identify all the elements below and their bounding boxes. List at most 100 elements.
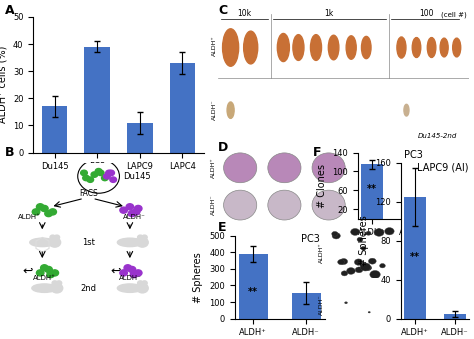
Bar [444, 314, 466, 319]
Circle shape [51, 283, 63, 293]
Circle shape [128, 211, 136, 217]
Circle shape [357, 237, 363, 242]
Circle shape [83, 175, 90, 181]
Ellipse shape [30, 238, 55, 247]
Text: FACS: FACS [79, 189, 98, 198]
Circle shape [120, 270, 128, 276]
Circle shape [36, 204, 44, 210]
Ellipse shape [32, 284, 57, 292]
Text: Du145: Du145 [124, 172, 151, 181]
Circle shape [41, 265, 48, 271]
Circle shape [52, 281, 57, 285]
Circle shape [97, 170, 104, 176]
Circle shape [49, 209, 56, 215]
Circle shape [340, 259, 347, 264]
Bar [42, 106, 67, 153]
Circle shape [293, 35, 304, 60]
Circle shape [47, 272, 55, 278]
Y-axis label: # Spheres: # Spheres [193, 252, 203, 302]
Text: **: ** [367, 183, 377, 194]
Circle shape [368, 258, 376, 264]
Text: ALDH⁻: ALDH⁻ [319, 295, 324, 315]
Text: PC3: PC3 [404, 150, 423, 160]
Circle shape [344, 302, 348, 304]
Circle shape [380, 263, 385, 268]
Circle shape [397, 37, 406, 58]
Text: ALDH⁻: ALDH⁻ [118, 275, 141, 281]
Text: 10k: 10k [237, 9, 252, 19]
Circle shape [49, 238, 61, 247]
Text: (cell #): (cell #) [441, 12, 467, 18]
Circle shape [41, 205, 48, 212]
Circle shape [137, 283, 148, 293]
Circle shape [453, 38, 461, 57]
Text: ALDH⁻: ALDH⁻ [123, 214, 146, 220]
Circle shape [332, 233, 340, 239]
Circle shape [244, 31, 258, 64]
Circle shape [366, 266, 372, 270]
Text: ALDH⁺: ALDH⁺ [319, 242, 324, 263]
Circle shape [366, 231, 371, 235]
Ellipse shape [224, 153, 257, 183]
Text: D: D [218, 141, 228, 154]
Circle shape [130, 272, 138, 278]
Circle shape [142, 281, 147, 285]
Text: ALDH⁺: ALDH⁺ [18, 214, 41, 220]
Text: 100: 100 [419, 9, 434, 19]
Y-axis label: ALDH⁺ cells (%): ALDH⁺ cells (%) [0, 46, 7, 123]
Circle shape [54, 235, 60, 240]
Circle shape [360, 263, 371, 271]
Circle shape [385, 227, 394, 235]
Text: ALDH⁻: ALDH⁻ [211, 195, 216, 215]
Text: **: ** [248, 287, 258, 297]
Bar [239, 254, 268, 319]
Text: 1k: 1k [324, 9, 333, 19]
Bar [127, 123, 153, 153]
Bar [404, 197, 426, 319]
Text: ALDH⁻: ALDH⁻ [212, 100, 217, 120]
Circle shape [277, 34, 290, 62]
Circle shape [36, 270, 44, 276]
Text: C: C [218, 4, 227, 17]
Text: PC3: PC3 [301, 234, 320, 244]
Circle shape [135, 205, 142, 212]
Text: ALDH⁺: ALDH⁺ [211, 158, 216, 178]
Circle shape [137, 238, 148, 247]
Text: ↩: ↩ [22, 264, 33, 277]
Bar [361, 164, 383, 219]
Circle shape [355, 267, 363, 273]
Circle shape [124, 265, 132, 271]
Circle shape [45, 266, 52, 273]
Circle shape [132, 209, 140, 215]
Y-axis label: # Clones: # Clones [317, 164, 327, 207]
Circle shape [310, 35, 321, 60]
Circle shape [337, 259, 345, 265]
Bar [84, 47, 110, 153]
Circle shape [351, 228, 360, 235]
Circle shape [374, 228, 384, 236]
Circle shape [223, 29, 238, 66]
Ellipse shape [312, 190, 345, 220]
Text: E: E [218, 221, 227, 234]
Circle shape [128, 266, 136, 273]
Circle shape [346, 36, 356, 59]
Circle shape [366, 266, 371, 271]
Ellipse shape [224, 190, 257, 220]
Circle shape [50, 235, 55, 240]
Circle shape [361, 246, 366, 250]
Text: Du145-2nd: Du145-2nd [417, 133, 456, 139]
Circle shape [135, 270, 142, 276]
Text: ⬡: ⬡ [34, 236, 51, 255]
Ellipse shape [118, 238, 142, 247]
Circle shape [328, 35, 339, 60]
Circle shape [346, 267, 356, 274]
Circle shape [110, 177, 117, 182]
Ellipse shape [312, 153, 345, 183]
Circle shape [95, 168, 102, 174]
Ellipse shape [268, 153, 301, 183]
Circle shape [108, 170, 114, 176]
Circle shape [126, 204, 134, 210]
Bar [401, 210, 423, 219]
Circle shape [440, 38, 448, 57]
Text: B: B [5, 146, 14, 159]
